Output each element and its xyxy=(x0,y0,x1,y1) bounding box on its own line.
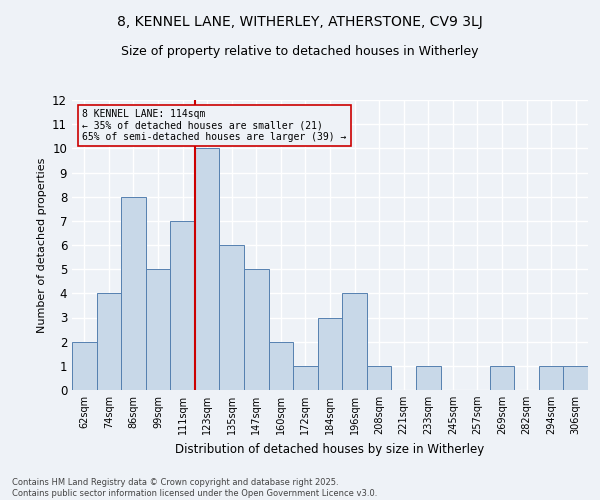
Bar xyxy=(318,318,342,390)
Bar xyxy=(367,366,391,390)
Bar xyxy=(244,269,269,390)
Bar xyxy=(121,196,146,390)
Bar xyxy=(195,148,220,390)
Y-axis label: Number of detached properties: Number of detached properties xyxy=(37,158,47,332)
Text: 8 KENNEL LANE: 114sqm
← 35% of detached houses are smaller (21)
65% of semi-deta: 8 KENNEL LANE: 114sqm ← 35% of detached … xyxy=(82,108,347,142)
Bar xyxy=(72,342,97,390)
Bar xyxy=(220,245,244,390)
Text: 8, KENNEL LANE, WITHERLEY, ATHERSTONE, CV9 3LJ: 8, KENNEL LANE, WITHERLEY, ATHERSTONE, C… xyxy=(117,15,483,29)
Text: Contains HM Land Registry data © Crown copyright and database right 2025.
Contai: Contains HM Land Registry data © Crown c… xyxy=(12,478,377,498)
Text: Size of property relative to detached houses in Witherley: Size of property relative to detached ho… xyxy=(121,45,479,58)
Bar xyxy=(539,366,563,390)
Bar xyxy=(490,366,514,390)
Bar xyxy=(416,366,440,390)
X-axis label: Distribution of detached houses by size in Witherley: Distribution of detached houses by size … xyxy=(175,442,485,456)
Bar xyxy=(342,294,367,390)
Bar xyxy=(563,366,588,390)
Bar xyxy=(97,294,121,390)
Bar xyxy=(146,269,170,390)
Bar xyxy=(269,342,293,390)
Bar xyxy=(293,366,318,390)
Bar xyxy=(170,221,195,390)
